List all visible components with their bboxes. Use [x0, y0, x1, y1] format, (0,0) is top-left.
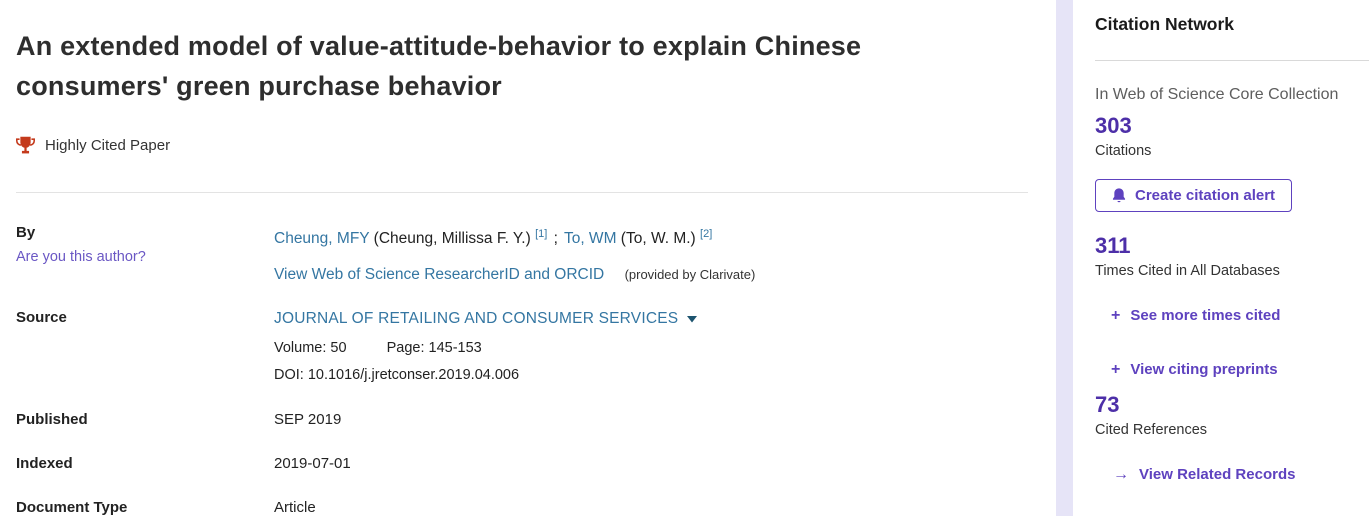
page-value: Page: 145-153: [386, 340, 482, 357]
page-title: An extended model of value-attitude-beha…: [16, 31, 862, 101]
bell-icon: [1112, 187, 1126, 204]
field-row-indexed: Indexed 2019-07-01: [16, 454, 1056, 474]
citations-label: Citations: [1095, 143, 1152, 159]
field-value-source: JOURNAL OF RETAILING AND CONSUMER SERVIC…: [274, 308, 1056, 384]
author-link-2[interactable]: To, WM: [563, 230, 617, 248]
researcherid-orcid-link[interactable]: View Web of Science ResearcherID and ORC…: [274, 266, 605, 284]
view-related-records-link[interactable]: → View Related Records: [1113, 466, 1296, 483]
field-row-published: Published SEP 2019: [16, 410, 1056, 430]
cited-references-label: Cited References: [1095, 422, 1208, 438]
provided-by-clarivate-label: (provided by Clarivate): [624, 267, 756, 283]
highly-cited-label: Highly Cited Paper: [45, 137, 171, 154]
journal-line: JOURNAL OF RETAILING AND CONSUMER SERVIC…: [274, 308, 1056, 330]
affiliation-sup-2[interactable]: [2]: [700, 228, 713, 240]
field-value-by: Cheung, MFY (Cheung, Millissa F. Y.) [1]…: [274, 223, 1056, 286]
published-value: SEP 2019: [274, 411, 342, 429]
divider: [1095, 60, 1369, 61]
citation-network-panel: Citation Network In Web of Science Core …: [1073, 0, 1369, 516]
plus-icon: +: [1111, 361, 1121, 378]
plus-icon: +: [1111, 307, 1121, 324]
field-label-published: Published: [16, 411, 88, 429]
author-fullname-2: (To, W. M.): [620, 230, 696, 248]
journal-title-link[interactable]: JOURNAL OF RETAILING AND CONSUMER SERVIC…: [274, 310, 679, 328]
arrow-right-icon: →: [1113, 466, 1129, 483]
times-cited-count[interactable]: 311: [1095, 233, 1131, 258]
divider: [16, 192, 1028, 193]
create-citation-alert-label: Create citation alert: [1135, 187, 1276, 204]
doi-line: DOI: 10.1016/j.jretconser.2019.04.006: [274, 366, 1056, 384]
author-separator: ;: [553, 230, 558, 248]
affiliation-sup-1[interactable]: [1]: [535, 228, 548, 240]
highly-cited-badge: Highly Cited Paper: [16, 136, 1056, 155]
field-label-indexed: Indexed: [16, 455, 73, 473]
see-more-times-cited-link[interactable]: + See more times cited: [1111, 307, 1281, 324]
record-fields: By Are you this author? Cheung, MFY (Che…: [16, 223, 1056, 518]
create-citation-alert-button[interactable]: Create citation alert: [1095, 179, 1293, 212]
times-cited-label: Times Cited in All Databases: [1095, 263, 1280, 279]
panel-divider-band: [1056, 0, 1073, 516]
record-main: An extended model of value-attitude-beha…: [16, 31, 1056, 518]
view-citing-preprints-link[interactable]: + View citing preprints: [1111, 361, 1278, 378]
researcherid-line: View Web of Science ResearcherID and ORC…: [274, 264, 1056, 286]
field-label-source: Source: [16, 309, 67, 327]
author-fullname-1: (Cheung, Millissa F. Y.): [373, 230, 531, 248]
field-label-document-type: Document Type: [16, 499, 128, 517]
doi-value: DOI: 10.1016/j.jretconser.2019.04.006: [274, 367, 520, 384]
document-type-value: Article: [274, 499, 316, 517]
volume-value: Volume: 50: [274, 340, 347, 357]
cited-references-count[interactable]: 73: [1095, 392, 1120, 417]
are-you-this-author-link[interactable]: Are you this author?: [16, 249, 146, 265]
core-collection-label: In Web of Science Core Collection: [1095, 86, 1339, 103]
field-label-by: By Are you this author?: [16, 223, 274, 267]
chevron-down-icon[interactable]: [687, 308, 698, 330]
field-row-document-type: Document Type Article: [16, 498, 1056, 518]
trophy-icon: [16, 136, 35, 155]
indexed-value: 2019-07-01: [274, 455, 351, 473]
volume-page-line: Volume: 50 Page: 145-153: [274, 339, 1056, 357]
author-link-1[interactable]: Cheung, MFY: [274, 230, 370, 248]
field-row-source: Source JOURNAL OF RETAILING AND CONSUMER…: [16, 308, 1056, 384]
authors-line: Cheung, MFY (Cheung, Millissa F. Y.) [1]…: [274, 223, 1056, 250]
field-row-by: By Are you this author? Cheung, MFY (Che…: [16, 223, 1056, 286]
citation-network-heading: Citation Network: [1095, 14, 1235, 34]
citations-count[interactable]: 303: [1095, 113, 1132, 138]
